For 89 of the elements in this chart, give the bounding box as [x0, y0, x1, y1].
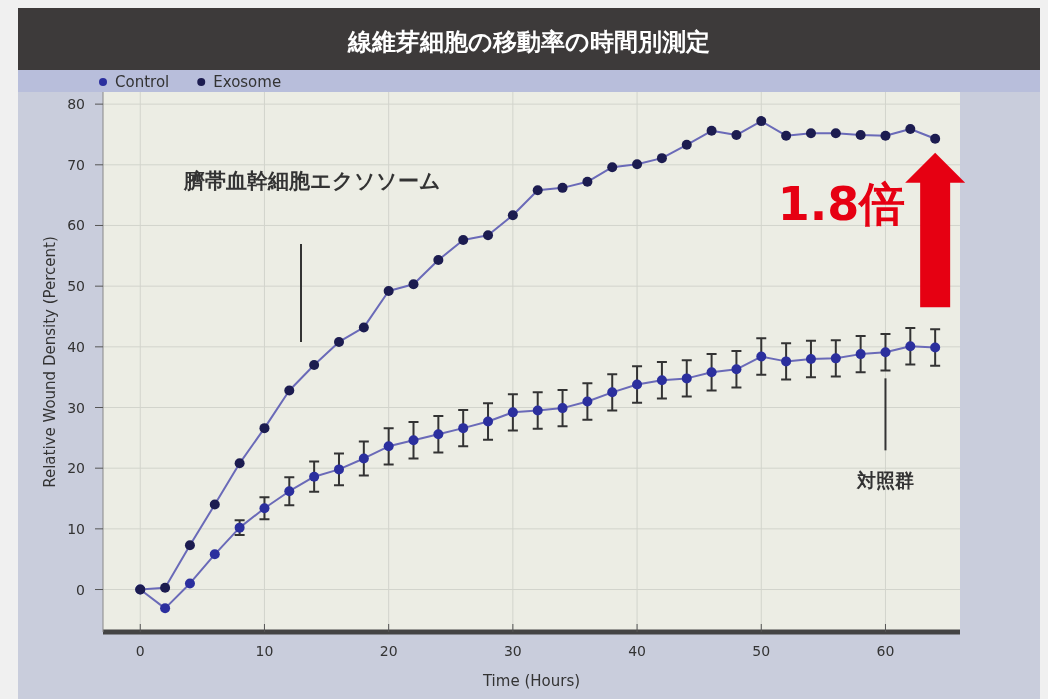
y-tick-label: 10 — [67, 520, 85, 537]
point — [880, 130, 891, 141]
point — [830, 353, 841, 364]
point — [731, 364, 742, 375]
point — [582, 176, 593, 187]
annotation: 臍帯血幹細胞エクソソーム — [182, 169, 441, 193]
x-tick-label: 50 — [752, 643, 771, 659]
point — [905, 341, 916, 352]
x-axis-title: Time (Hours) — [481, 672, 581, 690]
point — [756, 116, 767, 127]
point — [458, 423, 469, 434]
point — [607, 387, 618, 398]
point — [433, 429, 444, 440]
point — [358, 453, 369, 464]
x-tick-label: 20 — [379, 643, 398, 659]
point — [284, 486, 295, 497]
y-tick-label: 50 — [67, 278, 85, 295]
chart-title: 線維芽細胞の移動率の時間別測定 — [347, 28, 710, 56]
point — [284, 385, 295, 396]
point — [184, 578, 195, 589]
point — [160, 603, 171, 614]
x-tick-label: 0 — [135, 643, 145, 659]
point — [830, 128, 841, 139]
x-tick-label: 10 — [255, 643, 274, 659]
point — [309, 360, 320, 371]
point — [805, 128, 816, 139]
point — [607, 162, 618, 173]
y-tick-label: 70 — [67, 156, 85, 173]
y-tick-label: 80 — [67, 96, 85, 113]
point — [855, 130, 866, 141]
point — [383, 441, 394, 452]
point — [507, 210, 518, 221]
annotation: 対照群 — [857, 377, 914, 492]
point — [930, 342, 941, 353]
point — [930, 133, 941, 144]
point — [632, 159, 643, 170]
point — [209, 499, 220, 510]
point — [383, 286, 394, 297]
point — [358, 322, 369, 333]
point — [333, 336, 344, 347]
point — [582, 396, 593, 407]
point — [507, 407, 518, 418]
point — [781, 356, 792, 367]
point — [706, 125, 717, 136]
x-tick-label: 30 — [503, 643, 522, 659]
x-tick-label: 40 — [628, 643, 646, 659]
point — [209, 549, 220, 560]
annotation: 対照群 — [855, 469, 914, 492]
point — [309, 471, 320, 482]
y-tick-label: 40 — [67, 338, 85, 355]
point — [458, 235, 469, 246]
point — [234, 458, 245, 469]
legend-label: Exosome — [213, 73, 282, 91]
y-tick-label: 30 — [67, 399, 85, 416]
point — [532, 405, 543, 416]
point — [160, 582, 171, 593]
point — [433, 255, 444, 266]
point — [632, 379, 643, 390]
x-tick-label: 60 — [876, 643, 895, 659]
point — [805, 353, 816, 364]
point — [681, 373, 692, 384]
y-tick-label: 20 — [67, 460, 85, 477]
point — [557, 403, 568, 414]
point — [781, 130, 792, 141]
point — [408, 435, 419, 446]
point — [483, 416, 494, 427]
point — [706, 367, 717, 378]
y-tick-label: 60 — [67, 217, 85, 234]
point — [184, 540, 195, 551]
point — [855, 349, 866, 360]
point — [557, 182, 568, 193]
point — [333, 464, 344, 475]
y-axis-title: Relative Wound Density (Percent) — [41, 236, 59, 488]
point — [259, 503, 270, 514]
y-tick-label: 0 — [76, 581, 85, 598]
point — [880, 347, 891, 358]
point — [905, 124, 916, 135]
point — [681, 139, 692, 150]
point — [259, 423, 270, 434]
point — [483, 230, 494, 241]
legend-label: Control — [115, 73, 170, 91]
annotation: 臍帯血幹細胞エクソソーム — [183, 169, 441, 343]
point — [731, 130, 742, 141]
point — [756, 351, 767, 362]
point — [532, 185, 543, 196]
annotation: 1.8倍 — [777, 177, 906, 231]
point — [656, 375, 667, 386]
point — [408, 279, 419, 290]
point — [656, 153, 667, 164]
